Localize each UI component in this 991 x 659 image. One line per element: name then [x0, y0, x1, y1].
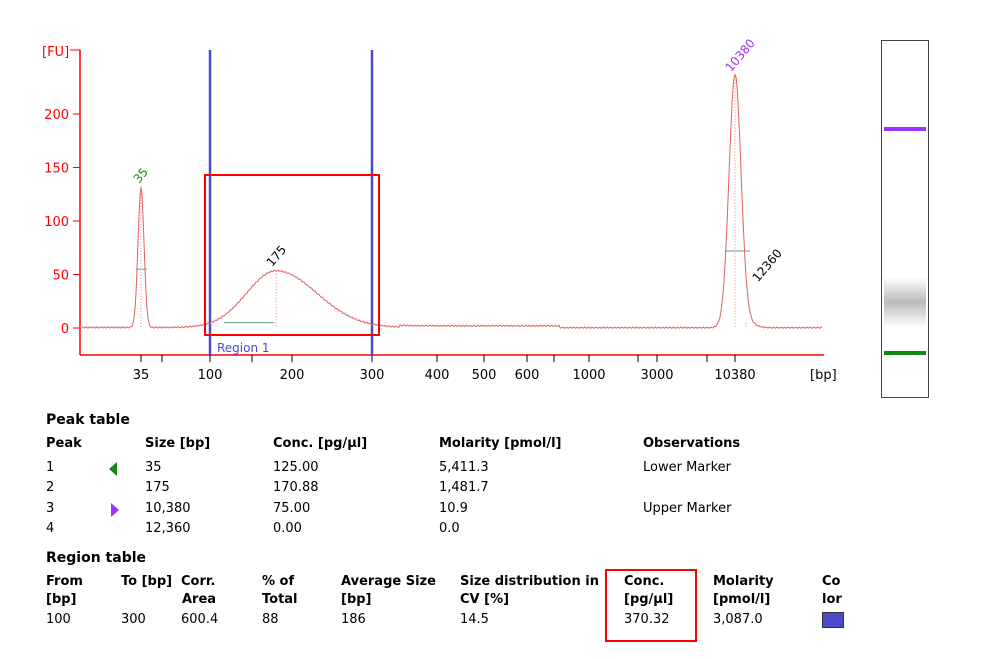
cell-molarity: 1,481.7: [439, 480, 489, 496]
cell-avg_size: 186: [341, 612, 366, 627]
cell-molarity: 5,411.3: [439, 460, 489, 475]
y-tick-label: 150: [44, 162, 69, 177]
x-tick-label: 3000: [640, 368, 673, 383]
cell-from: 100: [46, 612, 71, 627]
electropherogram-chart: [FU] 0 50 100 150 200 35 100 200 300 400 500 600 1000…: [42, 36, 837, 383]
col-header: [pg/µl]: [624, 592, 674, 607]
cell-molarity: 3,087.0: [713, 612, 763, 627]
x-tick-label: 200: [280, 368, 305, 383]
region-label: Region 1: [217, 341, 270, 355]
peak-label: 10380: [723, 36, 758, 74]
region-color-swatch: [822, 612, 844, 628]
cell-corr_area: 600.4: [181, 612, 219, 627]
col-header: Corr.: [181, 574, 216, 589]
col-header: Conc.: [624, 574, 665, 589]
gel-smear: [884, 277, 926, 327]
x-tick-label: 400: [425, 368, 450, 383]
cell-pct_total: 88: [262, 612, 279, 627]
gel-lower-marker-band: [884, 351, 926, 355]
x-tick-label: 35: [133, 368, 150, 383]
col-header: Observations: [643, 436, 741, 451]
highlight-box-conc: [605, 569, 697, 642]
upper-marker-icon: [111, 502, 119, 517]
col-header: Peak: [46, 436, 82, 451]
y-tick-label: 50: [52, 269, 69, 284]
cell-peak: 2: [46, 480, 55, 496]
cell-molarity: 10.9: [439, 500, 468, 516]
x-tick-label: 100: [198, 368, 223, 383]
col-header: Average Size: [341, 574, 436, 589]
y-tick-label: 0: [61, 322, 69, 337]
x-tick-label: 500: [472, 368, 497, 383]
x-tick-label: 1000: [572, 368, 605, 383]
col-header: % of: [262, 574, 295, 589]
col-header: Molarity [pmol/l]: [439, 436, 562, 451]
col-header: Total: [262, 592, 298, 607]
peak-table-title: Peak table: [46, 412, 130, 428]
peak-label: 12360: [750, 246, 785, 284]
col-header: Conc. [pg/µl]: [273, 436, 368, 451]
col-header: To [bp]: [121, 574, 173, 589]
col-header: Size distribution in: [460, 574, 599, 589]
col-header: Molarity: [713, 574, 774, 589]
x-tick-label: 10380: [714, 368, 755, 383]
col-header: [pmol/l]: [713, 592, 771, 607]
col-header: Size [bp]: [145, 436, 211, 451]
cell-conc: 0.00: [273, 520, 302, 536]
trace-line: [81, 73, 823, 329]
y-axis-label: [FU]: [42, 45, 69, 60]
lower-marker-icon: [109, 462, 117, 476]
cell-size: 35: [145, 460, 162, 475]
cell-size: 175: [145, 480, 170, 496]
cell-conc: 75.00: [273, 500, 311, 516]
gel-lane: [881, 40, 929, 398]
peak-label: 35: [131, 165, 152, 186]
cell-size: 12,360: [145, 520, 191, 536]
cell-to: 300: [121, 612, 146, 627]
col-header: From: [46, 574, 83, 589]
col-header: lor: [822, 592, 842, 607]
col-header: [bp]: [46, 592, 77, 607]
region-table-title: Region table: [46, 550, 147, 566]
cell-conc: 125.00: [273, 460, 319, 475]
cell-obs: Upper Marker: [643, 500, 732, 516]
col-header: CV [%]: [460, 592, 510, 607]
x-axis-label: [bp]: [810, 368, 837, 383]
cell-size: 10,380: [145, 500, 191, 516]
gel-upper-marker-band: [884, 127, 926, 131]
col-header: Area: [182, 592, 217, 607]
x-tick-label: 600: [515, 368, 540, 383]
cell-peak: 3: [46, 500, 55, 516]
col-header: [bp]: [341, 592, 372, 607]
cell-obs: Lower Marker: [643, 460, 732, 475]
cell-conc: 370.32: [624, 612, 670, 627]
cell-peak: 4: [46, 520, 55, 536]
col-header: Co: [822, 574, 841, 589]
cell-molarity: 0.0: [439, 520, 460, 536]
cell-cv: 14.5: [460, 612, 489, 627]
cell-conc: 170.88: [273, 480, 319, 496]
x-tick-label: 300: [360, 368, 385, 383]
y-tick-label: 100: [44, 215, 69, 230]
highlight-box-region: [204, 174, 380, 336]
cell-peak: 1: [46, 460, 55, 475]
y-tick-label: 200: [44, 108, 69, 123]
